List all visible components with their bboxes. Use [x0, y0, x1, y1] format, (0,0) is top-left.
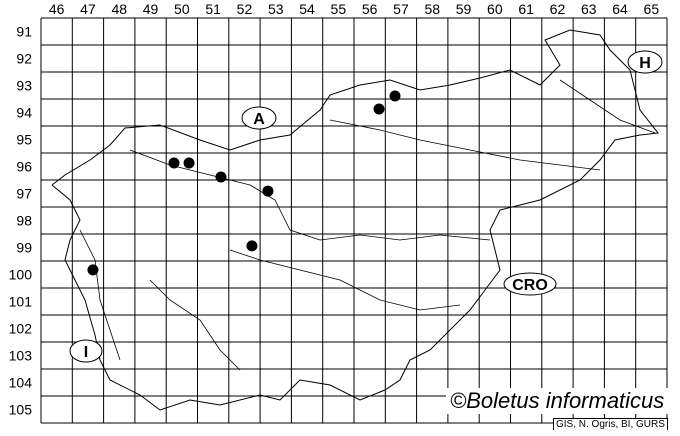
- record-dot: [87, 264, 99, 276]
- record-dot: [262, 185, 274, 197]
- country-label-croatia-bubble: [503, 272, 557, 296]
- river: [229, 249, 461, 311]
- row-label: 99: [16, 240, 32, 256]
- row-label: 98: [16, 213, 32, 229]
- column-label: 50: [174, 1, 190, 17]
- column-label: 62: [550, 1, 566, 17]
- column-label: 56: [362, 1, 378, 17]
- column-label: 65: [644, 1, 660, 17]
- river: [79, 229, 121, 361]
- row-label: 105: [9, 402, 33, 418]
- row-label: 102: [9, 321, 33, 337]
- column-label: 55: [331, 1, 347, 17]
- data-source: GIS, N. Ogris, BI, GURS: [553, 418, 668, 430]
- row-label: 101: [9, 294, 33, 310]
- row-label: 93: [16, 78, 32, 94]
- column-label: 52: [237, 1, 253, 17]
- row-label: 104: [9, 375, 33, 391]
- column-label: 51: [205, 1, 221, 17]
- row-label: 94: [16, 105, 32, 121]
- record-dot: [246, 240, 258, 252]
- country-label-hungary: H: [639, 55, 651, 72]
- record-dot: [389, 90, 401, 102]
- river: [149, 279, 241, 371]
- column-label: 61: [518, 1, 534, 17]
- country-label-italy: I: [84, 344, 88, 361]
- country-label-austria-bubble: [241, 106, 277, 130]
- column-label: 60: [487, 1, 503, 17]
- river: [329, 119, 601, 171]
- country-label-hungary-bubble: [627, 50, 663, 74]
- column-label: 63: [581, 1, 597, 17]
- country-label-croatia: CRO: [512, 277, 548, 294]
- column-label: 46: [49, 1, 65, 17]
- river: [129, 149, 491, 241]
- column-label: 47: [80, 1, 96, 17]
- column-label: 48: [111, 1, 127, 17]
- row-label: 92: [16, 51, 32, 67]
- column-label: 59: [456, 1, 472, 17]
- record-dot: [183, 157, 195, 169]
- row-label: 91: [16, 24, 32, 40]
- column-label: 53: [268, 1, 284, 17]
- country-label-italy-bubble: [69, 339, 103, 363]
- record-dot: [215, 171, 227, 183]
- column-label: 49: [143, 1, 159, 17]
- country-border: [51, 29, 659, 411]
- river: [559, 79, 656, 134]
- column-label: 58: [424, 1, 440, 17]
- row-label: 97: [16, 186, 32, 202]
- row-label: 96: [16, 159, 32, 175]
- row-label: 103: [9, 348, 33, 364]
- column-label: 57: [393, 1, 409, 17]
- row-label: 95: [16, 132, 32, 148]
- country-label-austria: A: [253, 111, 265, 128]
- column-label: 54: [299, 1, 315, 17]
- column-label: 64: [612, 1, 628, 17]
- record-dot: [168, 157, 180, 169]
- row-label: 100: [9, 267, 33, 283]
- record-dot: [373, 103, 385, 115]
- copyright-credit: ©Boletus informaticus: [446, 388, 669, 414]
